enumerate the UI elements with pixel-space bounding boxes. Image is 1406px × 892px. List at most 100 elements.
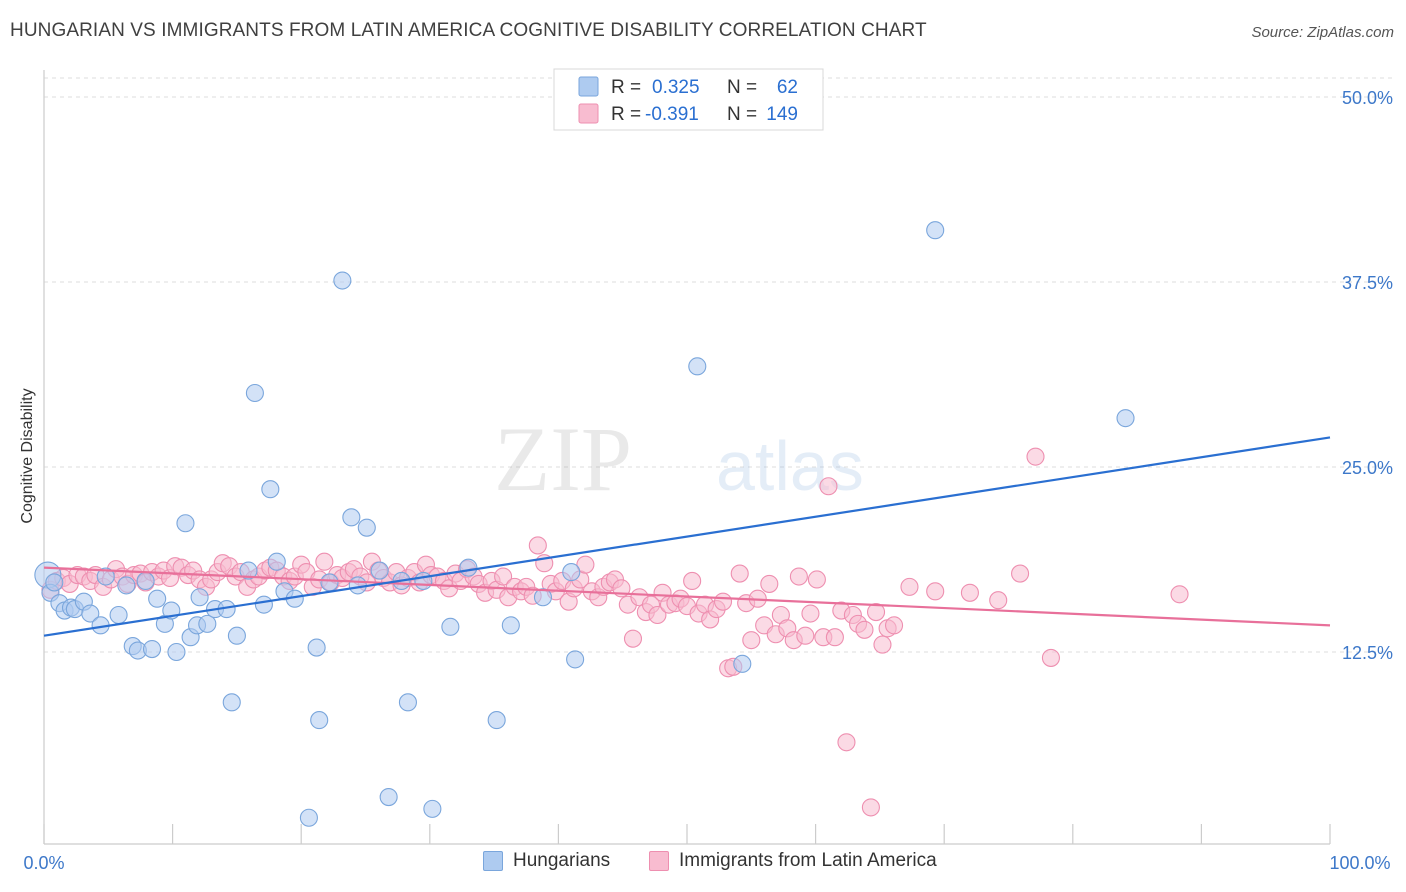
x-tick-label-min: 0.0%: [23, 853, 64, 873]
axes: [43, 70, 1330, 845]
hungarian-point-40: [320, 573, 339, 592]
latin-point-117: [742, 631, 761, 650]
hungarian-point-60: [926, 221, 945, 240]
hungarian-point-54: [501, 616, 520, 635]
y-axis-tick-labels: 12.5% 25.0% 37.5% 50.0%: [1342, 88, 1393, 663]
hungarian-point-49: [414, 571, 433, 591]
latin-point-144: [960, 583, 979, 602]
hungarian-point-24: [190, 588, 209, 607]
hungarian-point-20: [167, 642, 186, 662]
hungarian-point-53: [487, 711, 506, 730]
hungarian-point-11: [109, 605, 128, 625]
latin-point-120: [760, 574, 779, 593]
hungarian-point-51: [441, 617, 460, 636]
hungarian-point-17: [148, 589, 167, 608]
hungarian-point-34: [267, 552, 286, 571]
legend-r-value-1: 0.325: [652, 77, 700, 98]
watermark-atlas: atlas: [716, 427, 864, 505]
latin-point-45: [315, 552, 334, 571]
latin-point-148: [1041, 648, 1060, 667]
hungarian-point-12: [117, 576, 136, 595]
latin-point-131: [825, 628, 844, 647]
zipatlas-watermark: ZIP atlas: [494, 408, 864, 510]
legend-n-label-2: N =: [727, 104, 757, 125]
latin-point-75: [494, 567, 513, 586]
latin-point-145: [989, 591, 1008, 610]
hungarian-point-42: [342, 508, 361, 527]
hungarian-point-2: [45, 573, 64, 592]
latin-point-149: [1170, 585, 1189, 604]
latin-point-130: [819, 477, 838, 496]
legend-swatch-latin: [578, 103, 599, 124]
hungarian-point-57: [566, 650, 585, 669]
legend-swatch-hungarians-bottom: [483, 851, 503, 871]
latin-point-115: [730, 564, 749, 583]
latin-point-112: [713, 592, 733, 611]
hungarian-point-61: [1116, 409, 1135, 428]
hungarian-point-39: [310, 711, 329, 730]
legend-label-hungarians: Hungarians: [513, 850, 611, 871]
hungarian-point-41: [333, 271, 352, 290]
hungarian-point-44: [357, 518, 376, 537]
latin-point-133: [837, 733, 856, 752]
hungarian-trend-line: [43, 436, 1331, 637]
hungarian-point-58: [688, 357, 707, 376]
hungarian-point-31: [245, 383, 264, 403]
latin-point-97: [623, 629, 643, 648]
y-tick-label-1: 25.0%: [1342, 458, 1393, 478]
hungarian-point-55: [533, 588, 553, 607]
legend-n-value-1: 62: [777, 77, 798, 98]
legend-n-label-1: N =: [727, 77, 757, 98]
latin-point-147: [1026, 447, 1045, 466]
latin-point-146: [1011, 564, 1030, 583]
hungarian-point-52: [459, 558, 478, 577]
latin-point-126: [796, 626, 815, 645]
hungarian-point-15: [136, 571, 155, 591]
legend-label-latin-america: Immigrants from Latin America: [679, 850, 937, 871]
legend-r-label-1: R =: [611, 77, 641, 98]
hungarian-point-32: [254, 595, 273, 614]
latin-point-139: [873, 635, 892, 654]
latin-point-138: [866, 602, 886, 622]
hungarian-point-16: [142, 639, 162, 659]
bottom-legend: Hungarians Immigrants from Latin America: [0, 850, 1406, 880]
hungarian-point-8: [81, 604, 100, 623]
x-axis-ticks: [43, 824, 1331, 844]
hungarian-point-29: [227, 626, 246, 645]
watermark-zip: ZIP: [494, 408, 632, 510]
legend-r-value-2: -0.391: [645, 104, 699, 125]
legend-swatch-latin-bottom: [649, 851, 669, 871]
hungarian-point-48: [398, 693, 417, 712]
hungarian-point-59: [733, 654, 752, 673]
chart-title: HUNGARIAN VS IMMIGRANTS FROM LATIN AMERI…: [10, 20, 927, 41]
legend-n-value-2: 149: [766, 104, 798, 125]
legend-item-hungarians: Hungarians: [483, 850, 610, 872]
stats-legend: R = 0.325 N = 62 R = -0.391 N = 149: [553, 68, 824, 131]
y-tick-label-2: 37.5%: [1342, 273, 1393, 293]
latin-point-136: [855, 620, 874, 639]
hungarian-point-50: [423, 799, 442, 818]
legend-item-latin-america: Immigrants from Latin America: [649, 850, 937, 872]
y-tick-label-3: 50.0%: [1342, 88, 1393, 108]
x-axis-tick-labels: 0.0% 100.0%: [23, 853, 1390, 873]
latin-point-127: [801, 604, 820, 623]
hungarian-points: [34, 221, 1135, 827]
hungarian-point-33: [261, 480, 280, 499]
y-tick-label-0: 12.5%: [1342, 643, 1393, 663]
latin-point-89: [576, 555, 595, 574]
latin-point-141: [884, 616, 904, 635]
latin-point-143: [926, 582, 945, 601]
latin-point-128: [807, 570, 826, 589]
hungarian-point-25: [198, 614, 217, 633]
latin-point-101: [648, 605, 667, 625]
hungarian-point-45: [370, 561, 389, 580]
trend-lines: [43, 436, 1331, 637]
latin-point-81: [528, 536, 547, 555]
hungarian-point-21: [176, 514, 195, 533]
latin-trend-line: [43, 566, 1331, 627]
hungarian-point-46: [379, 787, 398, 807]
legend-swatch-hungarians: [578, 76, 599, 97]
hungarian-point-28: [222, 693, 241, 712]
hungarian-point-30: [239, 561, 258, 580]
